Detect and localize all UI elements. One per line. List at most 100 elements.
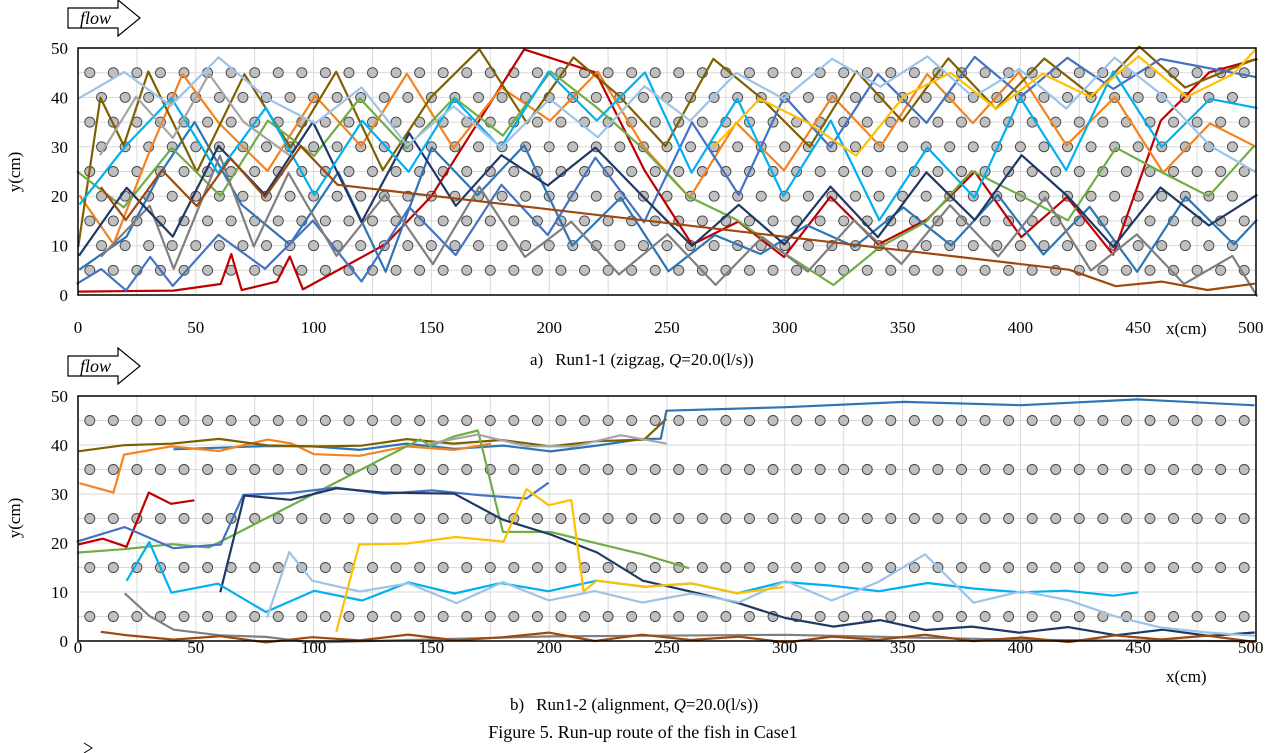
obstacle-marker [437,464,449,475]
obstacle-marker [861,611,873,622]
obstacle-marker [1026,513,1038,524]
obstacle-marker [861,415,873,426]
obstacle-marker [1120,513,1132,524]
obstacle-marker [1120,166,1132,177]
obstacle-marker [402,240,414,252]
fish-route-10 [266,551,1256,637]
obstacle-marker [367,415,378,426]
obstacle-marker [343,215,355,227]
obstacle-marker [979,116,991,128]
obstacle-marker [343,166,355,177]
obstacle-marker [508,264,520,276]
obstacle-marker [367,215,378,227]
obstacle-marker [744,67,755,79]
plot-frame-b [77,395,1257,642]
y-tick-label: 0 [60,286,69,305]
obstacle-marker [1179,141,1191,153]
obstacle-marker [602,611,614,622]
obstacle-marker [319,415,331,426]
obstacle-marker [649,611,661,622]
fish-route-8 [78,120,1258,257]
obstacle-marker [861,464,873,475]
obstacle-marker [166,190,178,202]
obstacle-marker [84,562,96,573]
obstacle-marker [1168,513,1179,524]
obstacle-marker [814,215,826,227]
obstacle-marker [1226,190,1238,202]
obstacle-marker [1238,415,1250,426]
obstacle-marker [308,240,320,252]
obstacle-marker [272,67,284,79]
y-tick-labels-a: 0 10 20 30 40 50 [51,39,68,305]
obstacle-marker [861,562,873,573]
obstacle-marker [1144,513,1156,524]
obstacle-marker [885,611,897,622]
obstacle-marker [1097,513,1109,524]
obstacle-marker [520,240,532,252]
obstacle-marker [520,190,532,202]
obstacle-marker [1085,240,1097,252]
obstacle-marker [1179,240,1191,252]
obstacle-marker [1144,464,1156,475]
obstacle-marker [414,464,426,475]
obstacle-marker [791,415,803,426]
obstacle-marker [838,415,850,426]
obstacle-marker [590,190,602,202]
obstacle-marker [838,464,850,475]
obstacle-marker [932,611,944,622]
obstacle-marker [696,611,708,622]
obstacle-marker [1191,116,1203,128]
obstacle-marker [1073,562,1085,573]
obstacle-marker [249,67,261,79]
obstacle-marker [484,264,496,276]
obstacle-marker [531,513,543,524]
obstacle-marker [1156,190,1168,202]
x-tick-label: 350 [890,318,916,337]
obstacle-marker [202,464,214,475]
plot-frame-a [77,47,1257,296]
obstacle-marker [1003,264,1015,276]
obstacle-marker [720,513,732,524]
obstacle-marker [107,264,119,276]
obstacle-marker [1050,611,1062,622]
fish-route-1 [77,48,1258,293]
obstacles-b [84,415,1250,622]
obstacle-marker [402,91,414,103]
obstacle-marker [1191,166,1203,177]
obstacle-marker [1191,562,1203,573]
obstacle-marker [579,464,590,475]
obstacle-marker [1215,562,1227,573]
obstacle-marker [649,464,661,475]
obstacle-marker [1038,240,1050,252]
x-tick-label: 400 [1008,318,1034,337]
obstacle-marker [1132,141,1144,153]
obstacle-marker [84,67,96,79]
obstacle-marker [1132,91,1144,103]
x-tick-label: 400 [1008,638,1034,657]
obstacle-marker [920,91,932,103]
obstacle-marker [932,513,944,524]
obstacle-marker [696,116,708,128]
obstacle-marker [473,91,484,103]
obstacle-marker [319,264,331,276]
obstacle-marker [1215,611,1227,622]
obstacle-marker [673,264,685,276]
obstacle-marker [1003,562,1015,573]
obstacle-marker [932,264,944,276]
obstacle-marker [425,240,437,252]
obstacle-marker [1144,264,1156,276]
obstacle-marker [531,611,543,622]
obstacle-marker [272,215,284,227]
obstacle-marker [1085,141,1097,153]
obstacle-marker [319,611,331,622]
obstacle-marker [744,415,755,426]
obstacle-marker [1215,116,1227,128]
obstacle-marker [579,264,590,276]
obstacle-marker [885,513,897,524]
obstacle-marker [732,141,744,153]
obstacle-marker [932,116,944,128]
obstacle-marker [744,264,755,276]
y-tick-label: 30 [51,485,68,504]
obstacle-marker [508,562,520,573]
obstacle-marker [237,240,249,252]
